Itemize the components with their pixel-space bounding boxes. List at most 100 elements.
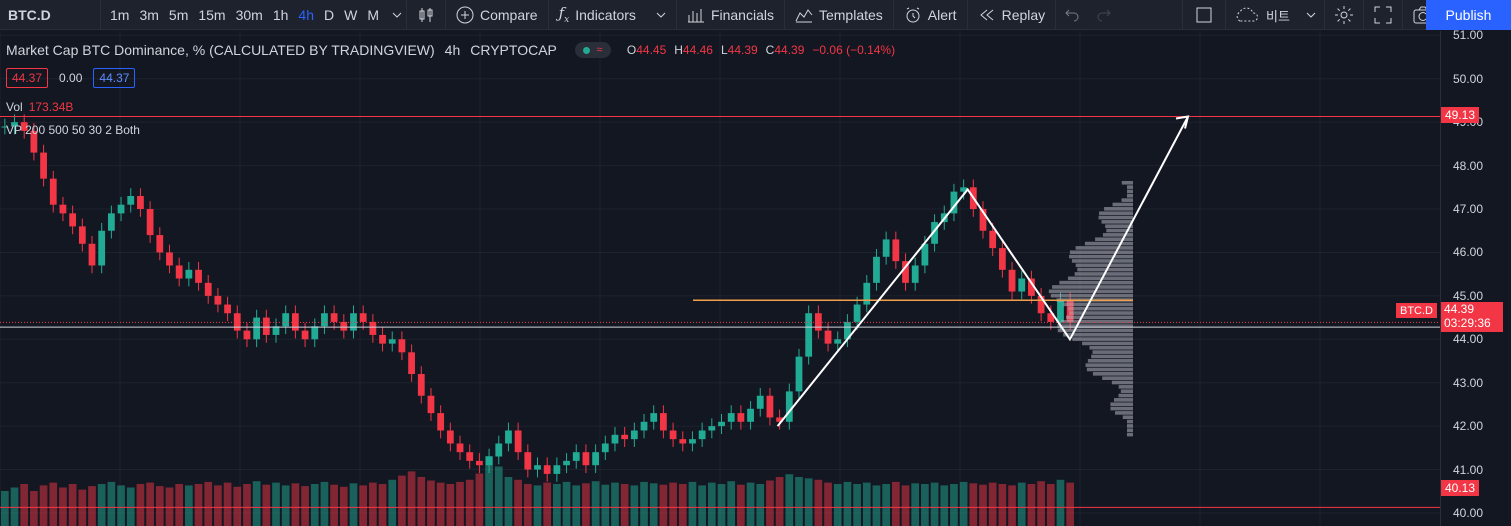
volume-bar bbox=[20, 484, 29, 526]
volume-bar bbox=[882, 484, 890, 526]
candle-body bbox=[689, 439, 696, 444]
volume-profile-bar bbox=[1068, 306, 1133, 311]
interval-15m[interactable]: 15m bbox=[198, 6, 226, 23]
volume-profile-bar bbox=[1121, 180, 1133, 185]
volume-bar bbox=[233, 486, 242, 526]
volume-bar bbox=[901, 485, 910, 526]
candle-body bbox=[466, 452, 474, 461]
templates-button[interactable]: Templates bbox=[785, 0, 893, 30]
compare-button[interactable]: Compare bbox=[446, 0, 548, 30]
candle-body bbox=[660, 413, 667, 431]
volume-bar bbox=[533, 485, 542, 526]
candle-body bbox=[902, 261, 909, 283]
volume-bar bbox=[320, 481, 329, 526]
candle-body bbox=[224, 304, 231, 314]
volume-bar bbox=[833, 484, 842, 526]
candle-body bbox=[621, 434, 629, 440]
candle-body bbox=[408, 352, 415, 375]
volume-bar bbox=[504, 477, 513, 526]
price-axis-tick: 47.00 bbox=[1453, 202, 1484, 217]
alert-button[interactable]: Alert bbox=[894, 0, 967, 30]
interval-5m[interactable]: 5m bbox=[168, 6, 189, 23]
financials-button[interactable]: Financials bbox=[677, 0, 784, 30]
volume-bar bbox=[465, 479, 474, 526]
interval-4h[interactable]: 4h bbox=[298, 6, 314, 23]
volume-profile-bar bbox=[1122, 415, 1133, 420]
candle-body bbox=[291, 313, 299, 331]
toolbar-divider bbox=[445, 0, 446, 30]
candle-body bbox=[59, 204, 67, 214]
volume-bar bbox=[407, 471, 416, 526]
undo-button[interactable] bbox=[1056, 0, 1088, 30]
candle-body bbox=[1047, 313, 1055, 322]
volume-profile-legend[interactable]: VP 200 500 50 30 2 Both bbox=[6, 123, 140, 137]
chart-canvas[interactable] bbox=[0, 31, 1440, 526]
candle-body bbox=[301, 330, 309, 340]
candle-body bbox=[1018, 278, 1026, 292]
settings-button[interactable] bbox=[1325, 0, 1363, 30]
volume-bar bbox=[853, 484, 861, 526]
publish-button[interactable]: Publish bbox=[1426, 0, 1511, 30]
interval-M[interactable]: M bbox=[367, 6, 379, 23]
layout-select-button[interactable] bbox=[1183, 0, 1225, 30]
volume-legend[interactable]: Vol 173.34B bbox=[6, 100, 73, 114]
interval-30m[interactable]: 30m bbox=[235, 6, 263, 23]
volume-bar bbox=[155, 486, 164, 526]
redo-button[interactable] bbox=[1088, 0, 1120, 30]
volume-profile-bar bbox=[1069, 311, 1133, 315]
interval-D[interactable]: D bbox=[323, 6, 335, 23]
volume-bar bbox=[456, 481, 464, 526]
interval-1h[interactable]: 1h bbox=[272, 6, 289, 23]
price-axis-tick: 40.00 bbox=[1453, 505, 1484, 520]
candle-body bbox=[601, 443, 609, 453]
price-axis[interactable]: 51.0050.0049.0048.0047.0046.0045.0044.00… bbox=[1440, 28, 1511, 526]
volume-bar bbox=[378, 484, 387, 526]
interval-dropdown-icon[interactable] bbox=[388, 0, 406, 30]
interval-3m[interactable]: 3m bbox=[139, 6, 159, 23]
volume-bar bbox=[475, 473, 484, 526]
saved-layout-label: 비트 bbox=[1266, 9, 1290, 25]
spread-value: 0.00 bbox=[59, 71, 83, 85]
volume-profile-bar bbox=[1127, 432, 1133, 437]
candle-body bbox=[30, 130, 38, 153]
interval-W[interactable]: W bbox=[344, 6, 358, 23]
series-title[interactable]: Market Cap BTC Dominance, % (CALCULATED … bbox=[6, 42, 435, 58]
rewind-icon bbox=[979, 9, 993, 20]
fullscreen-button[interactable] bbox=[1364, 0, 1402, 30]
symbol-search[interactable]: BTC.D bbox=[8, 6, 51, 23]
saved-layout-button[interactable]: 비트 bbox=[1226, 0, 1324, 30]
series-interval: 4h bbox=[444, 42, 461, 58]
toolbar-divider bbox=[100, 0, 101, 30]
replay-button[interactable]: Replay bbox=[968, 0, 1056, 30]
candle-body bbox=[563, 460, 570, 466]
candle-body bbox=[321, 313, 328, 327]
volume-bar bbox=[485, 456, 493, 526]
candles-chart-type-icon[interactable] bbox=[407, 0, 445, 30]
candle-body bbox=[456, 443, 464, 453]
candle-body bbox=[98, 230, 106, 266]
volume-bar bbox=[136, 484, 145, 526]
volume-bar bbox=[349, 483, 358, 526]
volume-profile-bar bbox=[1069, 250, 1133, 255]
interval-1m[interactable]: 1m bbox=[110, 6, 130, 23]
candle-body bbox=[137, 196, 144, 210]
volume-profile-bar bbox=[1098, 215, 1133, 220]
toolbar-divider bbox=[783, 0, 785, 30]
candle-body bbox=[863, 282, 871, 305]
indicators-button[interactable]: ƒx Indicators bbox=[549, 0, 676, 30]
volume-bar bbox=[814, 479, 823, 526]
ask-price-box[interactable]: 44.37 bbox=[93, 68, 136, 88]
volume-profile-bar bbox=[1112, 202, 1133, 207]
bid-price-box[interactable]: 44.37 bbox=[6, 68, 49, 88]
candle-body bbox=[311, 326, 319, 340]
high-value: 44.46 bbox=[682, 43, 713, 57]
open-label: O bbox=[626, 43, 637, 57]
market-status-badge[interactable]: ≈ bbox=[574, 42, 611, 58]
candle-body bbox=[398, 339, 406, 353]
volume-bar bbox=[146, 482, 154, 526]
volume-bar bbox=[126, 487, 135, 526]
volume-profile-bar bbox=[1075, 263, 1133, 268]
candle-body bbox=[1057, 300, 1064, 322]
volume-profile-bar bbox=[1101, 220, 1133, 224]
volume-profile-bar bbox=[1127, 428, 1133, 433]
